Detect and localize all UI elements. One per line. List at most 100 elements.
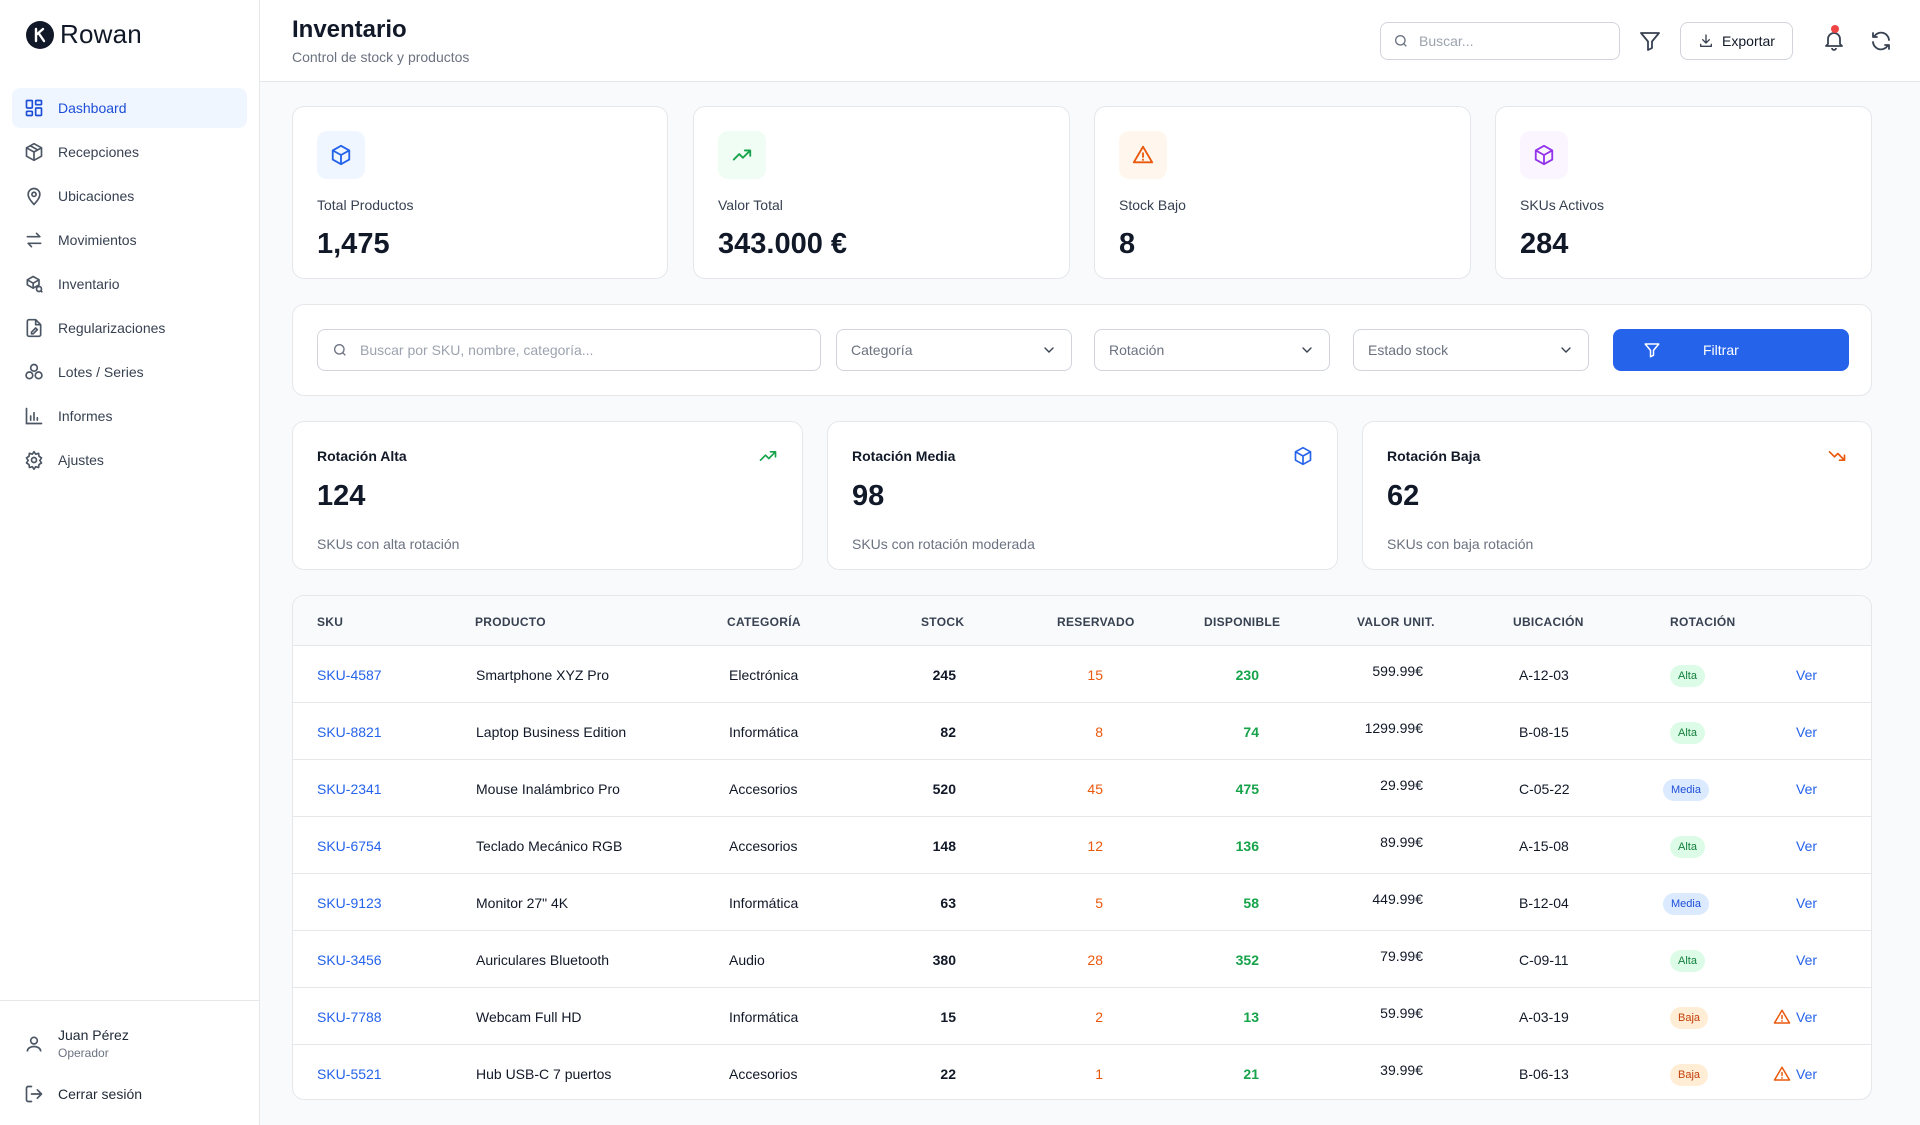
product-name: Monitor 27" 4K bbox=[476, 895, 569, 911]
stock-value: 82 bbox=[940, 724, 956, 740]
stat-label: Total Productos bbox=[317, 197, 414, 213]
search-icon bbox=[332, 342, 348, 358]
sku-link[interactable]: SKU-2341 bbox=[317, 781, 382, 797]
column-header-ubicacion[interactable]: UBICACIÓN bbox=[1513, 615, 1584, 629]
column-header-stock[interactable]: STOCK bbox=[921, 615, 965, 629]
location-value: C-09-11 bbox=[1519, 952, 1569, 968]
rotation-badge: Alta bbox=[1670, 722, 1705, 744]
rowan-logo-icon bbox=[26, 20, 54, 49]
stock-status-select[interactable]: Estado stock bbox=[1353, 329, 1589, 371]
top-header: Inventario Control de stock y productos … bbox=[260, 0, 1920, 82]
view-button[interactable]: Ver bbox=[1796, 895, 1818, 911]
column-header-sku[interactable]: SKU bbox=[317, 615, 344, 629]
rotation-select[interactable]: Rotación bbox=[1094, 329, 1330, 371]
product-name: Webcam Full HD bbox=[476, 1009, 582, 1025]
reserved-value: 28 bbox=[1087, 952, 1103, 968]
sku-link[interactable]: SKU-7788 bbox=[317, 1009, 382, 1025]
layers-icon bbox=[24, 362, 44, 382]
table-row: SKU-5521 Hub USB-C 7 puertos Accesorios 22 1… bbox=[293, 1045, 1871, 1099]
rotation-badge: Media bbox=[1663, 893, 1709, 915]
product-name: Mouse Inalámbrico Pro bbox=[476, 781, 620, 797]
column-header-rotacion[interactable]: ROTACIÓN bbox=[1670, 615, 1736, 629]
column-header-producto[interactable]: PRODUCTO bbox=[475, 615, 546, 629]
reserved-value: 5 bbox=[1095, 895, 1103, 911]
chevron-down-icon bbox=[1299, 342, 1315, 358]
notification-dot bbox=[1831, 25, 1839, 33]
alert-triangle-icon bbox=[1773, 1008, 1791, 1026]
available-value: 58 bbox=[1243, 895, 1259, 911]
sku-link[interactable]: SKU-8821 bbox=[317, 724, 382, 740]
sku-link[interactable]: SKU-4587 bbox=[317, 667, 382, 683]
view-button[interactable]: Ver bbox=[1796, 724, 1818, 740]
location-value: B-08-15 bbox=[1519, 724, 1569, 740]
column-header-categoria[interactable]: CATEGORÍA bbox=[727, 615, 801, 629]
sidebar-item-lotes-series[interactable]: Lotes / Series bbox=[12, 352, 247, 392]
available-value: 74 bbox=[1243, 724, 1259, 740]
sidebar-item-label: Recepciones bbox=[58, 144, 139, 160]
sidebar-item-label: Lotes / Series bbox=[58, 364, 144, 380]
file-edit-icon bbox=[24, 318, 44, 338]
table-row: SKU-2341 Mouse Inalámbrico Pro Accesorios 5… bbox=[293, 760, 1871, 817]
sidebar-item-inventario[interactable]: Inventario bbox=[12, 264, 247, 304]
refresh-icon[interactable] bbox=[1869, 29, 1893, 53]
header-search-input[interactable] bbox=[1419, 33, 1619, 49]
bell-icon[interactable] bbox=[1822, 28, 1846, 52]
view-button[interactable]: Ver bbox=[1796, 781, 1818, 797]
search-icon bbox=[1393, 33, 1409, 49]
rotation-card-title: Rotación Alta bbox=[317, 448, 407, 464]
column-header-disponible[interactable]: DISPONIBLE bbox=[1204, 615, 1281, 629]
product-search bbox=[317, 329, 821, 371]
category-select[interactable]: Categoría bbox=[836, 329, 1072, 371]
available-value: 21 bbox=[1243, 1066, 1259, 1082]
brand-logo[interactable]: Rowan bbox=[26, 19, 142, 50]
product-search-input[interactable] bbox=[360, 342, 820, 358]
sidebar-item-informes[interactable]: Informes bbox=[12, 396, 247, 436]
user-profile[interactable]: Juan Pérez Operador bbox=[24, 1027, 129, 1060]
logout-button[interactable]: Cerrar sesión bbox=[24, 1084, 142, 1104]
stat-label: Valor Total bbox=[718, 197, 783, 213]
sidebar-item-regularizaciones[interactable]: Regularizaciones bbox=[12, 308, 247, 348]
sidebar-item-ajustes[interactable]: Ajustes bbox=[12, 440, 247, 480]
stock-value: 245 bbox=[932, 667, 956, 683]
stat-label: SKUs Activos bbox=[1520, 197, 1605, 213]
stat-value: 284 bbox=[1520, 228, 1569, 260]
unit-value: 89.99€ bbox=[1380, 834, 1423, 850]
sku-link[interactable]: SKU-6754 bbox=[317, 838, 382, 854]
stock-value: 148 bbox=[932, 838, 956, 854]
sidebar-item-label: Ubicaciones bbox=[58, 188, 135, 204]
available-value: 230 bbox=[1235, 667, 1259, 683]
export-button[interactable]: Exportar bbox=[1680, 22, 1793, 60]
product-name: Auriculares Bluetooth bbox=[476, 952, 610, 968]
sku-link[interactable]: SKU-5521 bbox=[317, 1066, 382, 1082]
sidebar-item-ubicaciones[interactable]: Ubicaciones bbox=[12, 176, 247, 216]
rotation-card-value: 98 bbox=[852, 480, 885, 512]
table-row: SKU-6754 Teclado Mecánico RGB Accesorios 14… bbox=[293, 817, 1871, 874]
unit-value: 599.99€ bbox=[1372, 663, 1423, 679]
filter-button[interactable]: Filtrar bbox=[1613, 329, 1849, 371]
filter-icon[interactable] bbox=[1638, 29, 1662, 53]
view-button[interactable]: Ver bbox=[1796, 1009, 1818, 1025]
category-select-label: Categoría bbox=[851, 342, 913, 358]
sidebar-item-recepciones[interactable]: Recepciones bbox=[12, 132, 247, 172]
view-button[interactable]: Ver bbox=[1796, 952, 1818, 968]
sidebar-item-movimientos[interactable]: Movimientos bbox=[12, 220, 247, 260]
sku-link[interactable]: SKU-3456 bbox=[317, 952, 382, 968]
inventory-table: SKU PRODUCTO CATEGORÍA STOCK RESERVADO D… bbox=[292, 595, 1872, 1100]
cube-icon bbox=[1520, 131, 1568, 179]
filter-icon bbox=[1643, 341, 1661, 359]
sidebar-item-dashboard[interactable]: Dashboard bbox=[12, 88, 247, 128]
view-button[interactable]: Ver bbox=[1796, 1066, 1818, 1082]
brand-name: Rowan bbox=[60, 19, 142, 49]
product-name: Laptop Business Edition bbox=[476, 724, 627, 740]
stock-value: 63 bbox=[940, 895, 956, 911]
column-header-valor-unit[interactable]: VALOR UNIT. bbox=[1357, 615, 1435, 629]
logout-label: Cerrar sesión bbox=[58, 1086, 143, 1102]
column-header-reservado[interactable]: RESERVADO bbox=[1057, 615, 1135, 629]
sku-link[interactable]: SKU-9123 bbox=[317, 895, 382, 911]
view-button[interactable]: Ver bbox=[1796, 838, 1818, 854]
available-value: 475 bbox=[1235, 781, 1259, 797]
sidebar-item-label: Dashboard bbox=[58, 100, 127, 116]
view-button[interactable]: Ver bbox=[1796, 667, 1818, 683]
table-row: SKU-8821 Laptop Business Edition Informáti… bbox=[293, 703, 1871, 760]
stock-value: 520 bbox=[932, 781, 956, 797]
